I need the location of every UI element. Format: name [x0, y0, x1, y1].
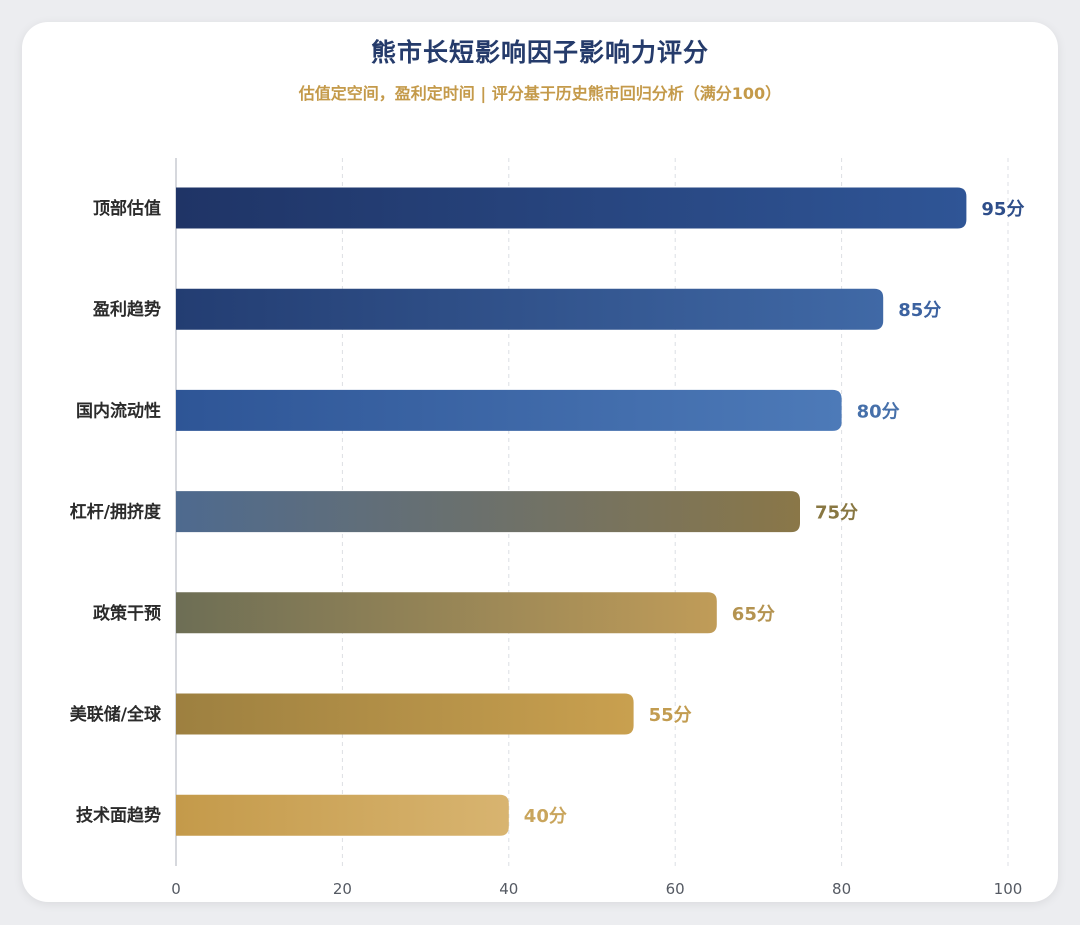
category-label: 顶部估值	[93, 198, 161, 219]
bar	[176, 794, 509, 836]
value-label: 85分	[898, 300, 941, 321]
x-tick-label: 20	[333, 880, 352, 898]
bar	[176, 693, 634, 735]
x-axis-ticks: 0 20 40 60 80 100	[171, 880, 1022, 898]
bar	[176, 389, 842, 431]
x-tick-label: 80	[832, 880, 851, 898]
x-tick-label: 40	[499, 880, 518, 898]
x-tick-label: 60	[666, 880, 685, 898]
value-label: 65分	[732, 604, 775, 625]
category-label: 政策干预	[93, 603, 161, 624]
chart-title: 熊市长短影响因子影响力评分	[370, 38, 709, 67]
chart-card	[22, 22, 1058, 902]
category-label: 美联储/全球	[70, 704, 162, 725]
category-label: 盈利趋势	[92, 299, 161, 320]
category-label: 杠杆/拥挤度	[70, 502, 162, 523]
value-label: 75分	[815, 503, 858, 524]
value-label: 40分	[524, 806, 567, 827]
category-label: 技术面趋势	[76, 805, 161, 826]
value-label: 80分	[857, 401, 900, 422]
bar	[176, 187, 967, 229]
bar	[176, 592, 717, 634]
value-label: 95分	[981, 199, 1024, 220]
x-tick-label: 0	[171, 880, 181, 898]
chart-subtitle: 估值定空间，盈利定时间 | 评分基于历史熊市回归分析（满分100）	[298, 84, 782, 103]
bar	[176, 288, 884, 330]
category-label: 国内流动性	[76, 400, 161, 421]
x-tick-label: 100	[994, 880, 1023, 898]
bar	[176, 491, 800, 533]
value-label: 55分	[649, 705, 692, 726]
